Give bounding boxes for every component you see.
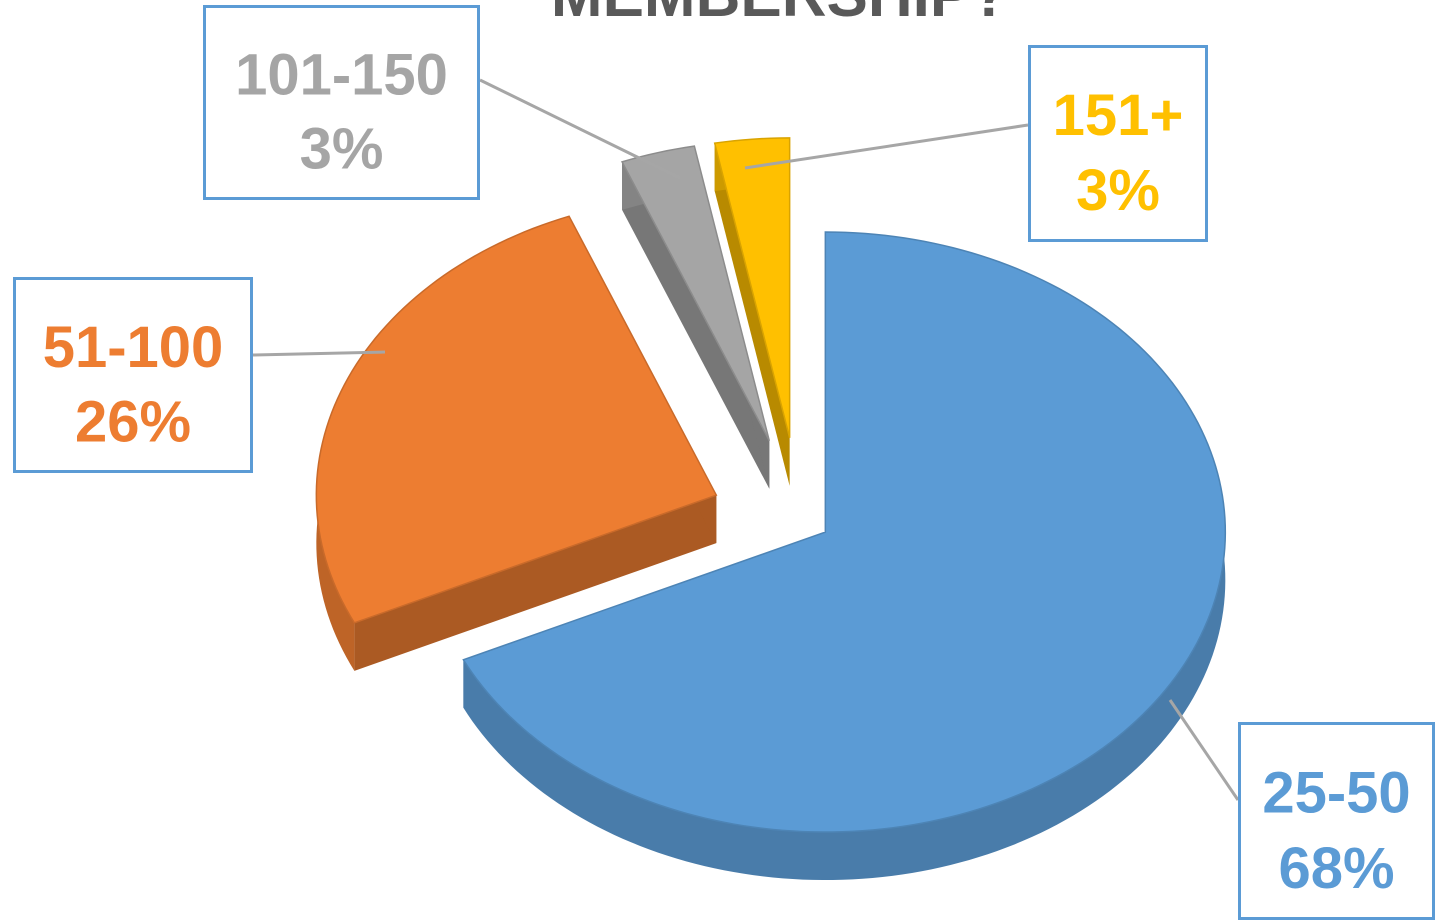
leader-line [479, 78, 681, 180]
value-label: 26% [75, 389, 191, 454]
leader-line [252, 350, 386, 357]
label-box [13, 277, 253, 473]
slice [462, 231, 1227, 833]
category-label: 151+ [1053, 83, 1184, 148]
category-label: 25-50 [1262, 761, 1410, 826]
value-label: 3% [300, 117, 384, 182]
chart-title: MEMBERSHIP? [551, 0, 1009, 30]
slice [620, 145, 771, 442]
leader-line [744, 123, 1029, 170]
slice-tops [315, 137, 1227, 833]
value-label: 68% [1278, 836, 1394, 901]
category-label: 101-150 [235, 42, 448, 107]
label-box [1238, 722, 1435, 920]
slice-wall [622, 161, 770, 489]
slice [315, 215, 718, 624]
slice-wall [354, 495, 717, 671]
slice [713, 137, 791, 439]
slice-wall [714, 143, 790, 486]
leader-line [1168, 699, 1240, 801]
label-box [1028, 45, 1208, 242]
value-label: 3% [1076, 158, 1160, 223]
label-box [203, 5, 480, 200]
category-label: 51-100 [43, 315, 224, 380]
